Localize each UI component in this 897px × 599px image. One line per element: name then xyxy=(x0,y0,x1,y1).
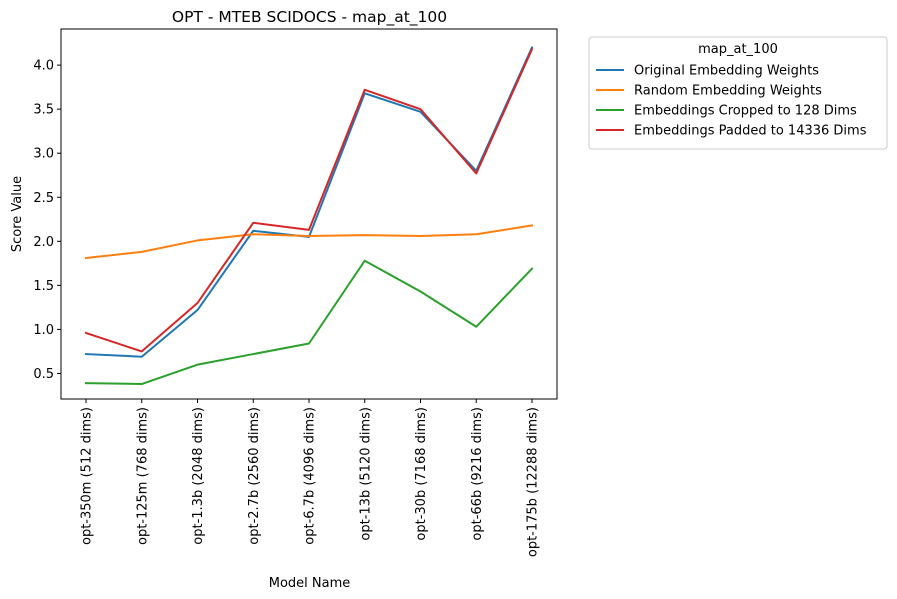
legend-label-1: Original Embedding Weights xyxy=(634,64,819,79)
series-line-4 xyxy=(84,47,534,353)
y-tick-label: 3.5 xyxy=(33,103,54,118)
y-tick-label: 0.5 xyxy=(33,367,54,382)
legend-label-4: Embeddings Padded to 14336 Dims xyxy=(634,124,867,139)
y-axis-label: Score Value xyxy=(10,176,25,252)
y-tick-label: 3.0 xyxy=(33,147,54,162)
x-tick-label: opt-125m (768 dims) xyxy=(135,407,150,545)
y-axis: 0.5 1.0 1.5 2.0 2.5 3.0 3.5 4.0 xyxy=(33,59,61,382)
y-tick-label: 1.5 xyxy=(33,279,54,294)
series-line-3 xyxy=(84,259,534,386)
y-tick-label: 1.0 xyxy=(33,323,54,338)
x-tick-label: opt-30b (7168 dims) xyxy=(414,407,429,541)
legend: map_at_100 Original Embedding Weights Ran… xyxy=(588,36,888,150)
x-tick-label: opt-6.7b (4096 dims) xyxy=(303,407,318,545)
legend-title: map_at_100 xyxy=(698,42,778,57)
x-tick-label: opt-2.7b (2560 dims) xyxy=(247,407,262,545)
legend-frame xyxy=(588,36,888,150)
x-tick-label: opt-13b (5120 dims) xyxy=(358,407,373,541)
plot-area xyxy=(60,28,558,400)
x-axis-label: Model Name xyxy=(269,576,351,591)
y-tick-label: 2.0 xyxy=(33,235,54,250)
y-tick-label: 4.0 xyxy=(33,59,54,74)
x-tick-label: opt-1.3b (2048 dims) xyxy=(191,407,206,545)
x-tick-label: opt-175b (12288 dims) xyxy=(526,407,541,557)
series-line-1 xyxy=(84,46,534,358)
legend-label-3: Embeddings Cropped to 128 Dims xyxy=(634,104,857,119)
series-line-2 xyxy=(84,224,534,260)
x-axis: opt-350m (512 dims) opt-125m (768 dims) op… xyxy=(80,399,541,557)
x-tick-label: opt-66b (9216 dims) xyxy=(470,407,485,541)
y-tick-label: 2.5 xyxy=(33,191,54,206)
legend-entries: Original Embedding Weights Random Embeddi… xyxy=(596,64,867,139)
x-tick-label: opt-350m (512 dims) xyxy=(80,407,95,545)
legend-label-2: Random Embedding Weights xyxy=(634,84,822,99)
chart-title: OPT - MTEB SCIDOCS - map_at_100 xyxy=(172,8,447,27)
